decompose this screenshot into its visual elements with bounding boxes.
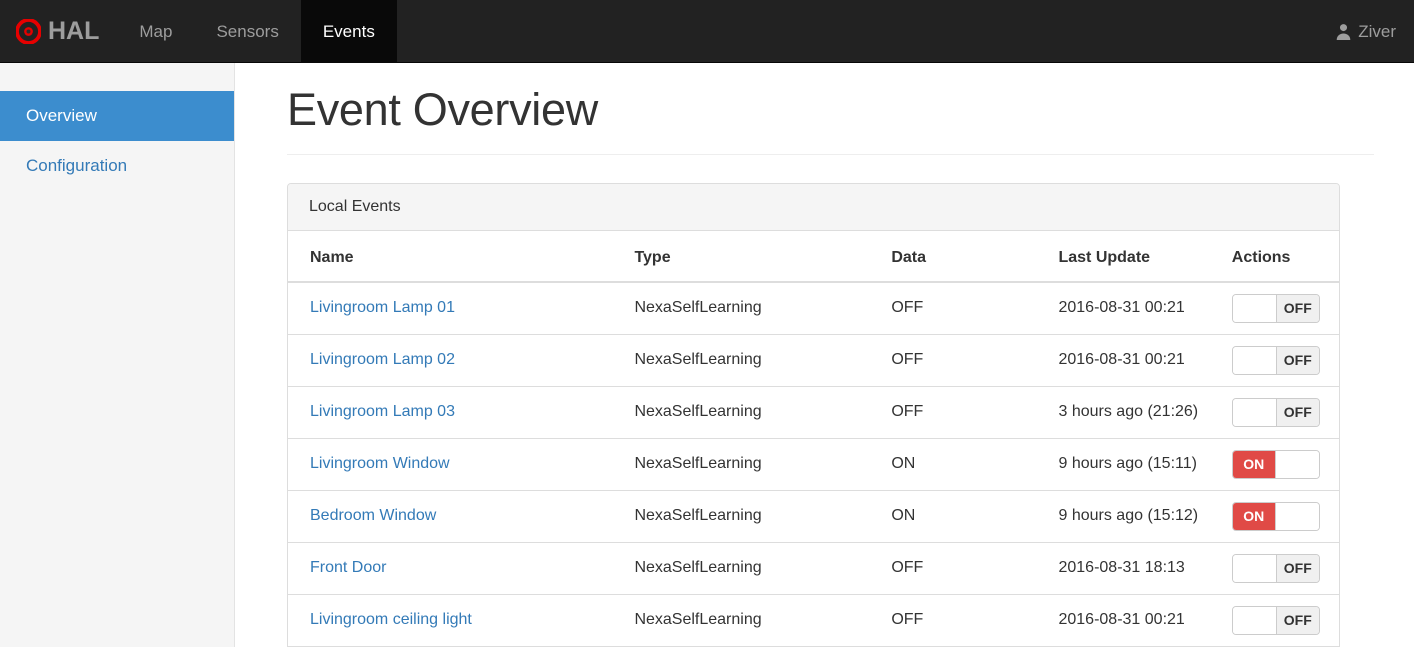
events-table-head: Name Type Data Last Update Actions <box>288 230 1339 283</box>
toggle-knob <box>1232 554 1276 582</box>
cell-name: Livingroom Lamp 03 <box>288 385 627 438</box>
user-menu[interactable]: Ziver <box>1317 0 1414 63</box>
cell-name: Livingroom Lamp 02 <box>288 333 627 386</box>
main-nav: Map Sensors Events <box>117 0 397 63</box>
cell-actions: ON <box>1223 437 1339 490</box>
cell-last-update: 9 hours ago (15:11) <box>1050 437 1224 490</box>
cell-last-update: 2016-08-31 00:21 <box>1050 593 1224 646</box>
sidebar: Overview Configuration <box>0 63 235 647</box>
cell-last-update: 9 hours ago (15:12) <box>1050 489 1224 542</box>
user-name: Ziver <box>1358 21 1396 41</box>
event-name-link[interactable]: Livingroom Lamp 01 <box>310 299 455 316</box>
cell-actions: OFF <box>1223 593 1339 646</box>
toggle-state-label: OFF <box>1275 294 1319 322</box>
power-toggle-switch[interactable]: OFF <box>1231 345 1320 375</box>
table-row: Livingroom Window NexaSelfLearning ON 9 hou… <box>288 437 1339 490</box>
cell-name: Front Door <box>288 541 627 594</box>
toggle-state-label: OFF <box>1275 346 1319 374</box>
event-name-link[interactable]: Livingroom ceiling light <box>310 611 472 628</box>
cell-data: ON <box>883 489 1051 542</box>
cell-name: Livingroom Lamp 01 <box>288 282 626 335</box>
event-name-link[interactable]: Livingroom Lamp 02 <box>310 351 455 368</box>
events-table-body: Livingroom Lamp 01 NexaSelfLearning OFF 201… <box>288 282 1339 647</box>
nav-item-sensors[interactable]: Sensors <box>216 21 279 41</box>
power-toggle-switch[interactable]: OFF <box>1231 605 1320 635</box>
event-name-link[interactable]: Bedroom Window <box>310 507 437 524</box>
toggle-state-label: OFF <box>1275 606 1319 634</box>
cell-actions: OFF <box>1223 541 1339 594</box>
toggle-knob <box>1275 450 1319 478</box>
cell-name: Livingroom Window <box>288 437 627 490</box>
toggle-state-label: OFF <box>1275 554 1319 582</box>
table-row: Livingroom Lamp 01 NexaSelfLearning OFF 201… <box>288 282 1339 335</box>
cell-last-update: 2016-08-31 00:21 <box>1058 299 1185 316</box>
cell-data: OFF <box>883 593 1051 646</box>
cell-data: OFF <box>883 541 1051 594</box>
toggle-knob <box>1232 606 1276 634</box>
cell-data: OFF <box>883 385 1051 438</box>
column-header-last-update: Last Update <box>1050 230 1224 283</box>
cell-type: NexaSelfLearning <box>626 489 884 542</box>
sidebar-item-overview[interactable]: Overview <box>0 91 234 141</box>
cell-actions: OFF <box>1223 333 1339 386</box>
cell-type: NexaSelfLearning <box>626 437 884 490</box>
cell-data: OFF <box>883 333 1051 386</box>
cell-type: NexaSelfLearning <box>626 333 884 386</box>
cell-name: Bedroom Window <box>288 489 627 542</box>
nav-item-events[interactable]: Events <box>300 0 397 63</box>
cell-data: ON <box>883 437 1051 490</box>
cell-type: NexaSelfLearning <box>634 299 762 316</box>
user-icon <box>1336 24 1351 40</box>
power-toggle-switch[interactable]: ON <box>1231 501 1320 531</box>
brand-logo-link[interactable]: HAL <box>0 0 117 63</box>
toggle-knob <box>1232 294 1276 322</box>
table-header-row: Name Type Data Last Update Actions <box>288 230 1339 283</box>
toggle-knob <box>1232 346 1276 374</box>
cell-last-update: 2016-08-31 18:13 <box>1050 541 1224 594</box>
toggle-knob <box>1275 502 1319 530</box>
bullseye-logo-icon <box>16 19 41 44</box>
power-toggle-switch[interactable]: OFF <box>1231 293 1320 323</box>
main-content: Event Overview Local Events Name Type Da… <box>236 63 1414 647</box>
table-row: Livingroom Lamp 02 NexaSelfLearning OFF 201… <box>288 333 1339 386</box>
table-row: Livingroom Lamp 03 NexaSelfLearning OFF 3 h… <box>288 385 1339 438</box>
cell-last-update: 2016-08-31 00:21 <box>1050 333 1224 386</box>
cell-actions: OFF <box>1223 385 1339 438</box>
table-row: Bedroom Window NexaSelfLearning ON 9 hours … <box>288 489 1339 542</box>
local-events-panel: Local Events Name Type Data Last Update … <box>287 182 1340 647</box>
cell-type: NexaSelfLearning <box>626 593 884 646</box>
panel-title: Local Events <box>309 197 401 215</box>
cell-type: NexaSelfLearning <box>626 385 884 438</box>
toggle-knob <box>1232 398 1276 426</box>
panel-heading: Local Events <box>288 183 1339 231</box>
event-name-link[interactable]: Livingroom Window <box>310 455 450 472</box>
events-table: Name Type Data Last Update Actions Livin… <box>288 230 1339 647</box>
column-header-name: Name <box>288 230 627 283</box>
cell-actions: ON <box>1223 489 1339 542</box>
power-toggle-switch[interactable]: ON <box>1231 449 1320 479</box>
column-header-actions: Actions <box>1223 230 1339 283</box>
cell-last-update: 3 hours ago (21:26) <box>1050 385 1224 438</box>
event-name-link[interactable]: Livingroom Lamp 03 <box>310 403 455 420</box>
cell-data: OFF <box>891 299 924 316</box>
event-name-link[interactable]: Front Door <box>310 559 387 576</box>
table-row: Front Door NexaSelfLearning OFF 2016-08-31 … <box>288 541 1339 594</box>
power-toggle-switch[interactable]: OFF <box>1231 397 1320 427</box>
table-row: Livingroom ceiling light NexaSelfLearning… <box>288 593 1339 646</box>
sidebar-item-configuration[interactable]: Configuration <box>26 156 128 175</box>
page-title: Event Overview <box>287 85 1374 155</box>
power-toggle-switch[interactable]: OFF <box>1231 553 1320 583</box>
column-header-type: Type <box>626 230 884 283</box>
top-navbar: HAL Map Sensors Events Ziver <box>0 0 1414 63</box>
cell-actions: OFF <box>1224 282 1339 335</box>
toggle-state-label: ON <box>1232 502 1276 530</box>
toggle-state-label: OFF <box>1275 398 1319 426</box>
brand-title: HAL <box>48 17 100 45</box>
cell-type: NexaSelfLearning <box>626 541 884 594</box>
cell-name: Livingroom ceiling light <box>288 593 627 646</box>
nav-item-map[interactable]: Map <box>139 21 173 41</box>
toggle-state-label: ON <box>1232 450 1276 478</box>
column-header-data: Data <box>883 230 1051 283</box>
